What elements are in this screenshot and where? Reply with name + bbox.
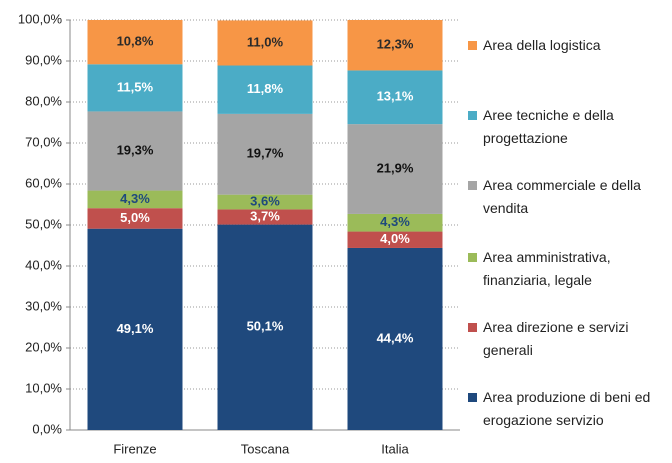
data-label: 11,0% xyxy=(247,34,284,49)
y-tick-label: 30,0% xyxy=(25,298,62,313)
legend-label: Area amministrativa, finanziaria, legale xyxy=(483,249,611,288)
bar-segment xyxy=(217,224,313,430)
y-tick-label: 70,0% xyxy=(25,134,62,149)
bar-segment xyxy=(87,20,183,65)
bar-segment xyxy=(347,231,443,248)
data-label: 50,1% xyxy=(247,319,284,334)
legend-swatch xyxy=(468,323,477,332)
data-label: 4,3% xyxy=(380,214,410,229)
data-label: 11,8% xyxy=(247,81,284,96)
legend-swatch xyxy=(468,253,477,262)
data-label: 19,3% xyxy=(117,142,154,157)
data-label: 44,4% xyxy=(377,330,414,345)
bar-segment xyxy=(217,113,313,195)
y-tick-label: 100,0% xyxy=(18,11,63,26)
legend-item: Area produzione di beni ed erogazione se… xyxy=(468,386,668,432)
legend-label: Aree tecniche e della progettazione xyxy=(483,107,614,146)
bar-segment xyxy=(347,213,443,232)
bar-segment xyxy=(347,20,443,71)
x-tick-label: Toscana xyxy=(241,441,290,456)
legend-item: Area amministrativa, finanziaria, legale xyxy=(468,246,668,292)
x-tick-label: Italia xyxy=(381,441,409,456)
data-label: 10,8% xyxy=(117,34,154,49)
data-label: 4,3% xyxy=(120,191,150,206)
bar-segment xyxy=(87,190,183,209)
data-label: 3,6% xyxy=(250,193,280,208)
bar-segment xyxy=(217,20,313,66)
y-tick-label: 50,0% xyxy=(25,216,62,231)
legend-swatch xyxy=(468,111,477,120)
bar-segment xyxy=(87,208,183,229)
bar-segment xyxy=(347,70,443,125)
data-label: 21,9% xyxy=(377,160,414,175)
data-label: 49,1% xyxy=(117,321,154,336)
y-tick-label: 80,0% xyxy=(25,93,62,108)
data-label: 13,1% xyxy=(377,89,414,104)
y-tick-label: 20,0% xyxy=(25,339,62,354)
bar-segment xyxy=(217,65,313,114)
legend-swatch xyxy=(468,41,477,50)
bar-segment xyxy=(87,228,183,430)
legend-item: Aree tecniche e della progettazione xyxy=(468,104,668,150)
data-label: 4,0% xyxy=(380,231,410,246)
y-tick-label: 0,0% xyxy=(32,421,62,436)
legend-label: Area della logistica xyxy=(483,37,601,53)
legend-label: Area direzione e servizi generali xyxy=(483,319,629,358)
bar-segment xyxy=(347,124,443,214)
bar-segment xyxy=(87,111,183,191)
legend-item: Area della logistica xyxy=(468,34,668,57)
legend-swatch xyxy=(468,393,477,402)
bar-segment xyxy=(217,194,313,210)
y-tick-label: 40,0% xyxy=(25,257,62,272)
bar-segment xyxy=(347,247,443,430)
legend-label: Area commerciale e della vendita xyxy=(483,177,641,216)
legend-label: Area produzione di beni ed erogazione se… xyxy=(483,389,651,428)
y-tick-label: 60,0% xyxy=(25,175,62,190)
y-tick-label: 10,0% xyxy=(25,380,62,395)
x-tick-label: Firenze xyxy=(113,441,156,456)
data-label: 12,3% xyxy=(377,37,414,52)
legend-swatch xyxy=(468,181,477,190)
legend-item: Area direzione e servizi generali xyxy=(468,316,668,362)
legend-item: Area commerciale e della vendita xyxy=(468,174,668,220)
data-label: 19,7% xyxy=(247,146,284,161)
data-label: 3,7% xyxy=(250,208,280,223)
bar-segment xyxy=(217,209,313,225)
data-label: 5,0% xyxy=(120,210,150,225)
bar-segment xyxy=(87,64,183,112)
y-tick-label: 90,0% xyxy=(25,52,62,67)
data-label: 11,5% xyxy=(117,79,154,94)
